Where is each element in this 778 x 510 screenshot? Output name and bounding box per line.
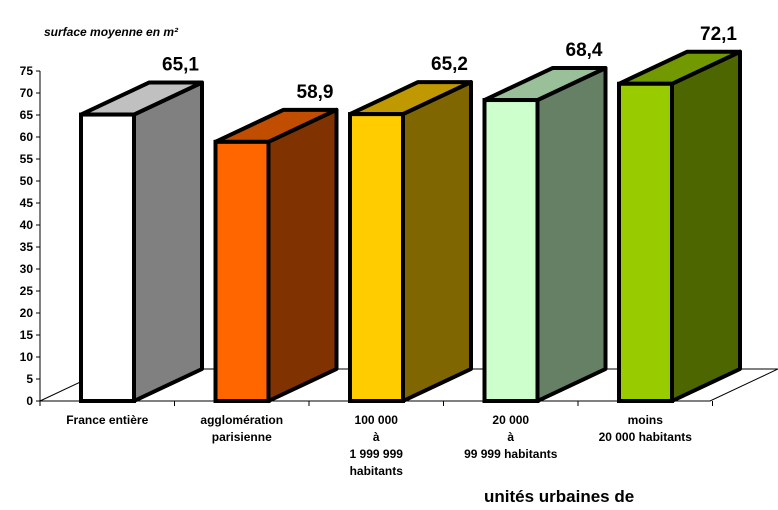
bar-front [79,112,136,403]
category-label: 100 000 à 1 999 999 habitants [349,413,403,478]
category-label: 20 000 à 99 999 habitants [464,413,558,461]
category-label: France entière [66,413,149,427]
value-label: 68,4 [566,40,603,61]
value-label: 65,2 [431,54,468,75]
bar-side [535,66,608,403]
y-tick-label: 35 [20,240,34,254]
y-tick-label: 65 [20,108,34,122]
bar-side [266,107,339,403]
y-tick-label: 10 [20,350,34,364]
category-label: agglomération parisienne [200,413,284,444]
bar-side [132,80,204,403]
bar-side [401,80,473,403]
y-tick-label: 45 [20,196,34,210]
y-tick-label: 75 [20,64,34,78]
y-tick-label: 50 [20,174,34,188]
bar-front [617,81,674,403]
y-tick-label: 5 [26,372,33,386]
value-label: 72,1 [700,24,737,45]
y-tick-label: 40 [20,218,34,232]
category-label: moins 20 000 habitants [598,413,692,444]
y-axis-label: surface moyenne en m² [44,25,179,39]
value-label: 65,1 [162,55,199,76]
bar-front [482,98,540,403]
y-tick-label: 30 [20,262,34,276]
y-tick-label: 70 [20,86,34,100]
y-tick-label: 15 [20,328,34,342]
value-label: 58,9 [297,82,334,103]
bar-front [213,139,271,403]
x-axis-label: unités urbaines de [484,487,635,506]
y-tick-label: 20 [20,306,34,320]
bar-side [670,49,742,403]
y-tick-label: 55 [20,152,34,166]
bar-front [348,112,405,404]
y-tick-label: 60 [20,130,34,144]
y-tick-label: 0 [26,394,33,408]
y-tick-label: 25 [20,284,34,298]
